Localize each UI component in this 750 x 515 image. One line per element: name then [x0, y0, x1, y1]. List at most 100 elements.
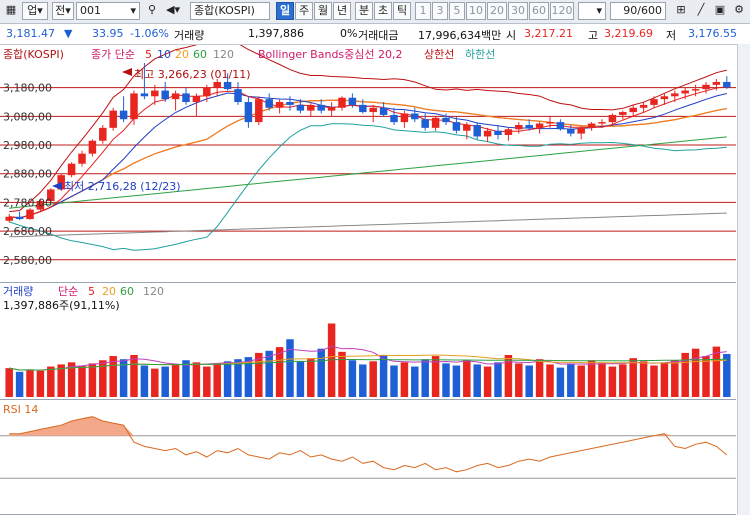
volume-bar [567, 363, 575, 397]
volume-ma-60-line [9, 358, 727, 371]
volume-bar [525, 365, 533, 397]
candle [629, 104, 637, 117]
candle [546, 116, 554, 128]
period-week-button[interactable]: 주 [295, 2, 313, 20]
interval-1-button[interactable]: 1 [415, 2, 431, 20]
interval-custom-input[interactable]: ▾ [578, 2, 606, 20]
chart-icon[interactable]: ╱ [697, 3, 705, 16]
volume-bar [504, 355, 513, 397]
price-y-tick: 2,780,00 [3, 196, 52, 209]
bb-lower-line [9, 123, 727, 251]
volume-bar [192, 362, 201, 397]
period-minute-button[interactable]: 분 [355, 2, 373, 20]
candle [109, 107, 117, 131]
price-chart[interactable]: 3,180,00 3,080,00 2,980,00 2,880,00 2,780,00… [0, 45, 736, 282]
volume-bar [130, 355, 138, 397]
direction-arrow-icon: ▼ [64, 27, 73, 40]
interval-5-button[interactable]: 5 [449, 2, 465, 20]
period-month-button[interactable]: 월 [314, 2, 332, 20]
period-day-button[interactable]: 일 [276, 2, 294, 20]
candle [390, 107, 398, 125]
candle [691, 84, 700, 97]
candle [119, 96, 128, 123]
index-name-field[interactable]: 종합(KOSPI) [190, 2, 270, 20]
volume-bar [307, 358, 315, 397]
code-input[interactable]: 001 ▾ [76, 2, 140, 20]
amount-value: 17,996,634백만 [418, 29, 502, 42]
volume-bar [140, 365, 149, 397]
volume-chart-panel[interactable]: 거래량 단순 5 20 60 120 1,397,886주(91,11%) [0, 283, 736, 400]
volume-bar [26, 369, 34, 397]
interval-10-button[interactable]: 10 [466, 2, 486, 20]
candle [587, 122, 596, 131]
period-year-button[interactable]: 년 [333, 2, 351, 20]
volume-chart[interactable]: 거래량 단순 5 20 60 120 1,397,886주(91,11%) [0, 283, 736, 399]
volume-pct: 0% [340, 27, 358, 40]
grid-icon[interactable]: ▦ [5, 3, 17, 16]
interval-60-button[interactable]: 60 [529, 2, 549, 20]
volume-label: 거래량 [174, 29, 205, 42]
volume-bar [182, 360, 190, 397]
price-panel-name: 종합(KOSPI) [3, 48, 64, 61]
volume-bar [161, 366, 169, 397]
volume-bar [5, 368, 13, 397]
market-type-select[interactable]: 업▾ [22, 2, 48, 20]
ma-60-label: 60 [193, 48, 207, 61]
candle [265, 93, 273, 111]
rsi-chart-panel[interactable]: RSI 14 [0, 400, 736, 515]
period-second-button[interactable]: 초 [374, 2, 392, 20]
volume-bar [650, 365, 658, 397]
volume-bar [629, 358, 637, 397]
search-icon[interactable]: ⚲ [147, 3, 157, 16]
volume-bar [296, 361, 305, 397]
volume-bar [78, 365, 86, 397]
volume-bar [494, 362, 502, 397]
rsi-overbought-area [9, 416, 727, 436]
volume-bar [400, 362, 409, 397]
candle [234, 81, 242, 105]
price-y-tick: 2,680,00 [3, 225, 52, 238]
volume-bar [556, 367, 565, 397]
bb-upper-line [9, 45, 727, 213]
candle [182, 87, 190, 105]
candle [327, 102, 336, 117]
volume-bar [67, 362, 76, 397]
candle [619, 110, 627, 120]
rsi-chart[interactable]: RSI 14 [0, 400, 736, 514]
save-icon[interactable]: ▣ [714, 3, 726, 16]
price-chart-panel[interactable]: 3,180,00 3,080,00 2,980,00 2,880,00 2,780,00… [0, 45, 736, 283]
interval-120-button[interactable]: 120 [550, 2, 574, 20]
settings-icon[interactable]: ⚙ [734, 3, 744, 16]
volume-bar [598, 362, 606, 397]
grid-tools-icon[interactable]: ⊞ [676, 3, 686, 16]
period-tick-button[interactable]: 틱 [393, 2, 411, 20]
candle [535, 122, 544, 134]
candle [400, 110, 409, 128]
low-annotation: 최저 2,716,28 (12/23) [64, 180, 181, 193]
volume-bar [671, 360, 679, 397]
market-type-2-select[interactable]: 전▾ [52, 2, 74, 20]
volume-bar [587, 360, 596, 397]
candle [67, 162, 76, 178]
chevron-down-icon: ▾ [130, 4, 136, 17]
interval-3-button[interactable]: 3 [432, 2, 448, 20]
candle [702, 81, 710, 94]
candle [244, 96, 253, 128]
count-input[interactable]: 90/600 [610, 2, 666, 20]
candle [660, 93, 669, 105]
candle [338, 96, 346, 111]
candle [452, 116, 461, 134]
candle [161, 81, 169, 103]
candle [99, 124, 107, 144]
candle [639, 102, 648, 113]
chart-scrollbar[interactable] [737, 44, 750, 515]
speaker-icon[interactable]: ◀▾ [166, 3, 180, 16]
volume-bar [348, 360, 357, 397]
interval-20-button[interactable]: 20 [487, 2, 507, 20]
candle [525, 119, 533, 131]
candle [421, 113, 429, 131]
interval-30-button[interactable]: 30 [508, 2, 528, 20]
candle [203, 84, 211, 103]
volume-bar [691, 348, 700, 397]
ma-120-label: 120 [213, 48, 234, 61]
